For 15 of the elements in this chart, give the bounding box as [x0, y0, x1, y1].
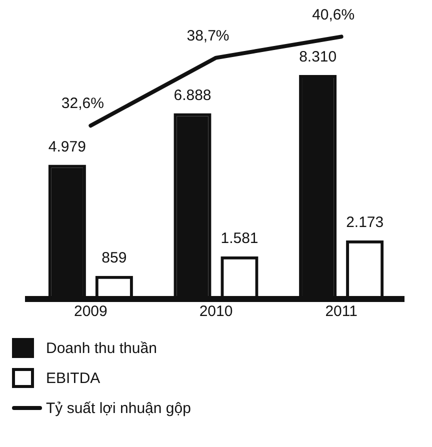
data-label: 38,7%	[186, 27, 230, 44]
x-tick-label: 2011	[325, 303, 358, 320]
data-label: 8.310	[299, 48, 337, 66]
data-label: 4.979	[48, 138, 86, 156]
data-label: 40,6%	[312, 6, 355, 24]
data-label: 32,6%	[61, 95, 104, 112]
data-label: 859	[102, 249, 127, 266]
x-tick-label: 2010	[199, 303, 233, 320]
legend-label: EBITDA	[46, 370, 100, 386]
legend-label: Tỷ suất lợi nhuận gộp	[46, 400, 191, 416]
legend-label: Doanh thu thuần	[46, 340, 157, 356]
data-label: 6.888	[174, 86, 212, 104]
data-label: 2.173	[346, 214, 384, 232]
x-tick-label: 2009	[74, 303, 108, 320]
data-label: 1.581	[220, 230, 258, 248]
